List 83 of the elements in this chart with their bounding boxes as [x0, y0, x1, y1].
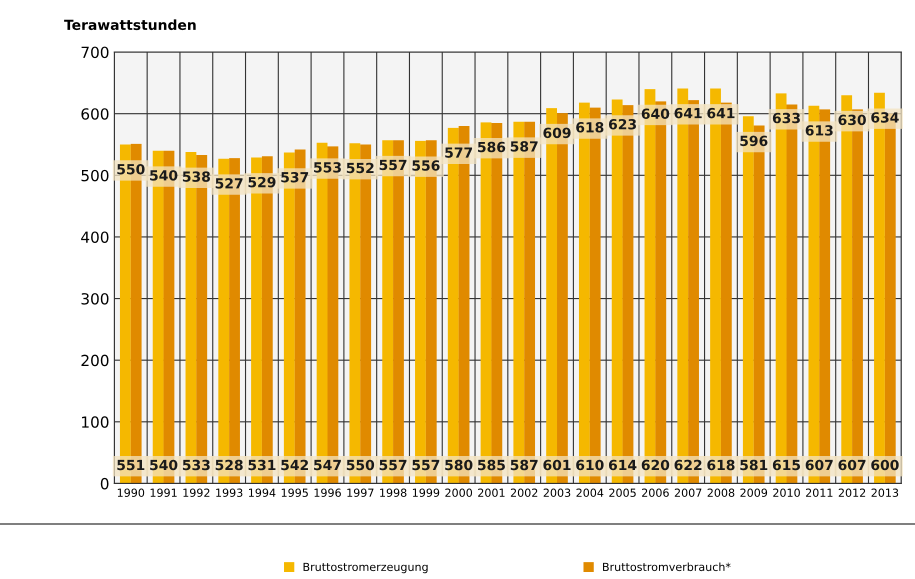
x-tick-label: 1999: [412, 488, 440, 497]
data-label: 609: [543, 128, 571, 138]
y-tick-label: 100: [82, 416, 108, 428]
data-label: 633: [772, 112, 800, 124]
x-tick-label: 2003: [544, 488, 570, 497]
data-label: 538: [182, 171, 210, 182]
data-label: 527: [216, 178, 243, 189]
data-label: 600: [871, 460, 899, 470]
data-label: 550: [117, 164, 145, 174]
x-tick-label: 1992: [183, 488, 210, 497]
data-label: 551: [117, 460, 144, 470]
data-label: 587: [510, 460, 538, 470]
x-tick-label: 2004: [576, 488, 604, 497]
x-tick-label: 1998: [380, 488, 406, 497]
data-label: 533: [182, 460, 210, 470]
data-label: 630: [838, 114, 866, 126]
data-label: 585: [478, 460, 505, 470]
data-label: 596: [740, 136, 768, 146]
data-label: 542: [281, 460, 308, 470]
x-tick-label: 2001: [478, 488, 505, 497]
data-label: 531: [248, 460, 276, 470]
data-label: 641: [674, 108, 702, 118]
data-label: 552: [346, 162, 374, 174]
x-tick-label: 2010: [773, 488, 800, 497]
data-label: 634: [871, 112, 899, 123]
data-label: 618: [576, 122, 604, 133]
data-label: 641: [707, 108, 734, 118]
data-label: 529: [248, 176, 276, 188]
x-tick-label: 1994: [249, 488, 276, 497]
x-tick-label: 1993: [216, 488, 242, 497]
x-tick-label: 2002: [510, 488, 538, 497]
data-label: 550: [346, 460, 374, 470]
data-label: 615: [772, 460, 800, 470]
x-tick-label: 2012: [838, 488, 866, 497]
y-tick-label: 0: [100, 478, 108, 490]
x-tick-label: 2006: [642, 488, 669, 497]
data-label: 587: [510, 141, 538, 152]
y-tick-label: 500: [82, 170, 108, 182]
data-label: 581: [740, 460, 768, 470]
legend-label: Bruttostromverbrauch*: [603, 562, 731, 572]
data-label: 537: [281, 172, 308, 182]
data-label: 610: [576, 460, 604, 470]
data-label: 623: [608, 118, 636, 130]
data-label: 607: [838, 460, 866, 470]
y-tick-label: 700: [82, 46, 108, 58]
data-label: 577: [445, 147, 472, 158]
data-label: 553: [314, 162, 341, 173]
data-label: 640: [642, 108, 670, 119]
x-tick-label: 2011: [806, 488, 832, 497]
data-label: 620: [642, 460, 670, 470]
data-label: 557: [412, 460, 440, 470]
y-tick-label: 200: [81, 354, 108, 366]
data-label: 540: [150, 170, 178, 181]
x-tick-label: 2000: [445, 488, 472, 497]
data-label: 556: [412, 160, 440, 171]
data-label: 547: [314, 460, 341, 470]
data-label: 557: [380, 460, 406, 470]
x-tick-label: 2007: [674, 488, 702, 497]
x-tick-label: 1995: [282, 488, 308, 497]
legend-label: Bruttostromerzeugung: [304, 562, 428, 574]
x-tick-label: 2009: [740, 488, 768, 497]
x-tick-label: 1991: [150, 488, 177, 497]
y-tick-label: 400: [81, 231, 108, 243]
data-label: 614: [608, 460, 636, 470]
data-label: 618: [707, 460, 735, 470]
x-tick-label: 2013: [872, 488, 898, 497]
data-label: 607: [806, 460, 833, 470]
data-label: 528: [216, 460, 243, 470]
x-tick-label: 2005: [609, 488, 636, 497]
data-label: 557: [380, 160, 406, 170]
data-label: 622: [674, 460, 702, 470]
data-label: 580: [445, 460, 472, 470]
x-tick-label: 1990: [118, 488, 144, 497]
x-tick-label: 1996: [314, 488, 341, 497]
y-tick-label: 300: [82, 293, 108, 305]
x-tick-label: 1997: [347, 488, 374, 497]
data-label: 586: [478, 142, 506, 152]
data-label: 601: [543, 460, 571, 470]
data-label: 540: [150, 460, 178, 470]
y-tick-label: 600: [81, 108, 108, 120]
x-tick-label: 2008: [708, 488, 734, 497]
y-axis-title: Terawattstunden: [64, 19, 196, 30]
data-label: 613: [806, 125, 833, 136]
